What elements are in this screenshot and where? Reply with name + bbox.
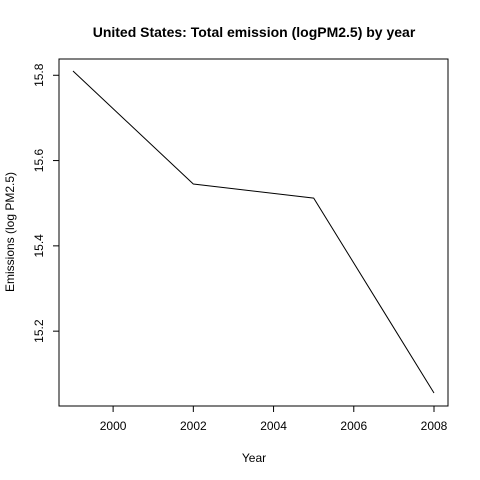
x-tick-label: 2002 (180, 419, 207, 433)
y-tick-label: 15.4 (32, 234, 46, 258)
y-tick-label: 15.2 (32, 319, 46, 343)
series-line (72, 70, 435, 394)
y-axis-label: Emissions (log PM2.5) (3, 172, 17, 292)
x-axis-label: Year (242, 451, 266, 465)
x-tick-label: 2004 (260, 419, 287, 433)
x-tick-label: 2008 (421, 419, 448, 433)
x-tick-label: 2006 (340, 419, 367, 433)
chart-title: United States: Total emission (logPM2.5)… (93, 24, 416, 40)
x-tick-label: 2000 (100, 419, 127, 433)
plot-frame (58, 58, 449, 407)
x-axis: 2000 2002 2004 2006 2008 (100, 406, 448, 433)
y-tick-label: 15.8 (32, 63, 46, 87)
y-axis: 15.2 15.4 15.6 15.8 (32, 63, 59, 343)
y-tick-label: 15.6 (32, 149, 46, 173)
